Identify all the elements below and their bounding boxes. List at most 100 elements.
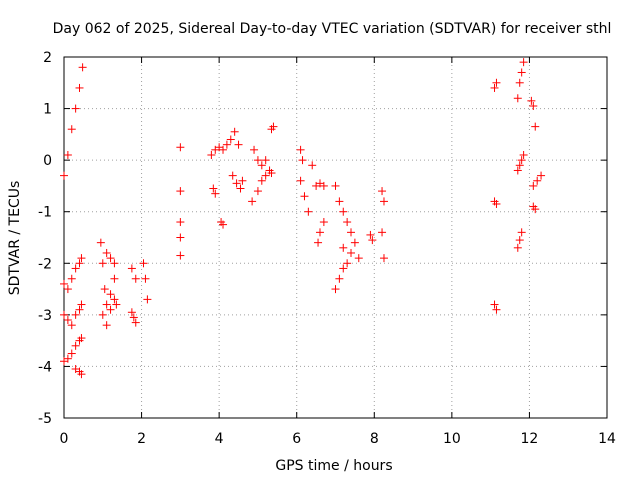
data-point — [347, 228, 356, 237]
y-tick-labels: -5 -4 -3 -2 -1 0 1 2 — [38, 50, 52, 427]
data-point — [176, 143, 185, 152]
data-point — [531, 205, 540, 214]
data-point — [106, 254, 115, 263]
data-point — [75, 305, 84, 314]
data-point — [517, 68, 526, 77]
data-point — [537, 171, 546, 180]
data-point — [110, 259, 119, 268]
data-point — [67, 349, 76, 358]
data-point — [343, 218, 352, 227]
data-point — [60, 310, 68, 319]
data-point — [71, 310, 80, 319]
data-point — [267, 169, 276, 178]
x-tick-labels: 0 2 4 6 8 10 12 14 — [60, 431, 616, 447]
data-point — [219, 220, 228, 229]
x-axis-label: GPS time / hours — [275, 458, 392, 474]
data-point — [102, 321, 111, 330]
x-tick-label: 0 — [60, 431, 69, 447]
data-point — [513, 166, 522, 175]
data-point — [207, 150, 216, 159]
data-point — [335, 197, 344, 206]
data-point — [517, 228, 526, 237]
data-point — [77, 334, 86, 343]
y-axis-label: SDTVAR / TECUs — [7, 181, 23, 296]
y-tick-label: 1 — [43, 102, 52, 118]
data-point — [127, 308, 136, 317]
x-tick-label: 10 — [443, 431, 461, 447]
data-point — [230, 127, 239, 136]
data-point — [250, 145, 259, 154]
data-point — [141, 274, 150, 283]
data-point — [519, 58, 528, 67]
data-point — [298, 156, 307, 165]
data-point — [71, 104, 80, 113]
data-point — [335, 274, 344, 283]
data-point — [339, 207, 348, 216]
y-tick-label: -4 — [38, 359, 52, 375]
data-point — [339, 264, 348, 273]
data-point — [343, 259, 352, 268]
data-point — [106, 290, 115, 299]
data-point — [176, 187, 185, 196]
data-point — [269, 122, 278, 131]
data-point — [378, 228, 387, 237]
data-point — [531, 122, 540, 131]
data-point — [529, 181, 538, 190]
data-point — [515, 161, 524, 170]
data-point — [519, 150, 528, 159]
data-point — [71, 341, 80, 350]
chart-title: Day 062 of 2025, Sidereal Day-to-day VTE… — [53, 21, 612, 37]
y-tick-label: -1 — [38, 205, 52, 221]
data-point — [60, 279, 68, 288]
y-tick-label: -5 — [38, 411, 52, 427]
x-tick-label: 4 — [215, 431, 224, 447]
data-point — [296, 176, 305, 185]
data-point — [257, 161, 266, 170]
data-point — [248, 197, 257, 206]
data-point — [219, 145, 228, 154]
axis-ticks — [63, 56, 608, 419]
y-tick-label: 0 — [43, 153, 52, 169]
data-point — [71, 264, 80, 273]
data-point — [100, 285, 109, 294]
data-point — [129, 313, 138, 322]
data-point — [77, 370, 86, 379]
data-point — [238, 176, 247, 185]
data-point — [228, 171, 237, 180]
data-point — [77, 300, 86, 309]
data-point — [257, 176, 266, 185]
data-point — [106, 305, 115, 314]
y-tick-label: -2 — [38, 256, 52, 272]
data-point — [513, 94, 522, 103]
data-point — [226, 135, 235, 144]
data-point — [102, 300, 111, 309]
data-point — [143, 295, 152, 304]
data-point — [319, 218, 328, 227]
data-point — [253, 187, 262, 196]
data-point — [176, 233, 185, 242]
data-point — [347, 248, 356, 257]
data-point — [63, 354, 72, 363]
data-point — [75, 83, 84, 92]
data-point — [515, 78, 524, 87]
data-point — [296, 145, 305, 154]
data-point — [98, 259, 107, 268]
data-point — [379, 254, 388, 263]
data-point — [261, 171, 270, 180]
data-point — [490, 83, 499, 92]
data-point — [110, 274, 119, 283]
data-point — [96, 238, 105, 247]
data-point — [63, 316, 72, 325]
data-point — [67, 125, 76, 134]
x-tick-label: 14 — [598, 431, 616, 447]
data-point — [513, 243, 522, 252]
data-point — [63, 285, 72, 294]
data-point — [78, 63, 87, 72]
data-point — [300, 192, 309, 201]
data-point — [211, 189, 220, 198]
data-point — [515, 236, 524, 245]
data-point — [127, 264, 136, 273]
data-point — [131, 318, 140, 327]
data-point — [176, 218, 185, 227]
